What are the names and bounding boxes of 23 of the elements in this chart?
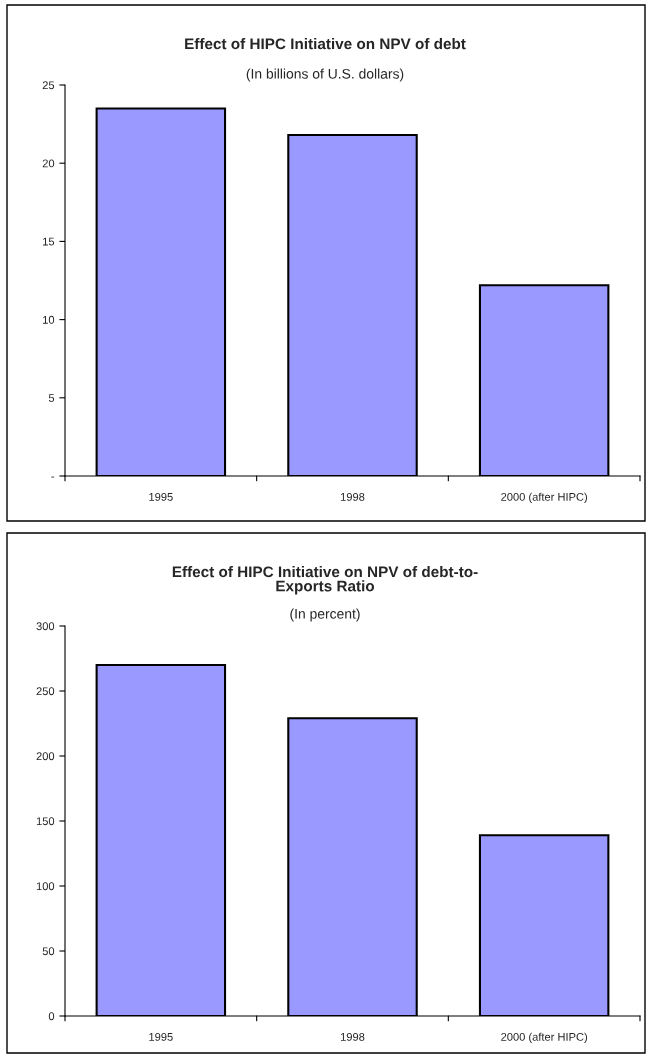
x-tick-label: 2000 (after HIPC)	[501, 1032, 588, 1044]
y-tick-label: 25	[42, 81, 55, 90]
y-tick-label: -	[51, 476, 55, 478]
x-tick-label: 1998	[340, 492, 365, 501]
chart-subtitle: (In billions of U.S. dollars)	[246, 68, 404, 82]
x-tick-label: 2000 (after HIPC)	[501, 492, 588, 504]
chart-title: Effect of HIPC Initiative on NPV of debt-to- Exports Ratio	[172, 566, 478, 595]
x-tick-label: 1998	[340, 1032, 365, 1041]
y-tick-label: 0	[48, 1012, 55, 1021]
y-tick-label: 20	[42, 159, 55, 168]
y-tick-label: 300	[36, 622, 55, 631]
y-tick-label: 10	[43, 315, 55, 324]
x-tick-label: 1995	[149, 492, 173, 501]
y-tick-label: 200	[36, 752, 55, 761]
chart-subtitle: (In percent)	[290, 608, 360, 622]
y-tick-label: 150	[36, 817, 55, 826]
chart-title: Effect of HIPC Initiative on NPV of debt	[185, 38, 466, 50]
x-tick-label: 1995	[149, 1032, 173, 1041]
y-tick-label: 15	[43, 237, 55, 246]
y-tick-label: 250	[36, 687, 55, 696]
y-tick-label: 100	[36, 882, 55, 891]
y-tick-label: 5	[48, 394, 55, 402]
y-tick-label: 50	[42, 947, 55, 956]
